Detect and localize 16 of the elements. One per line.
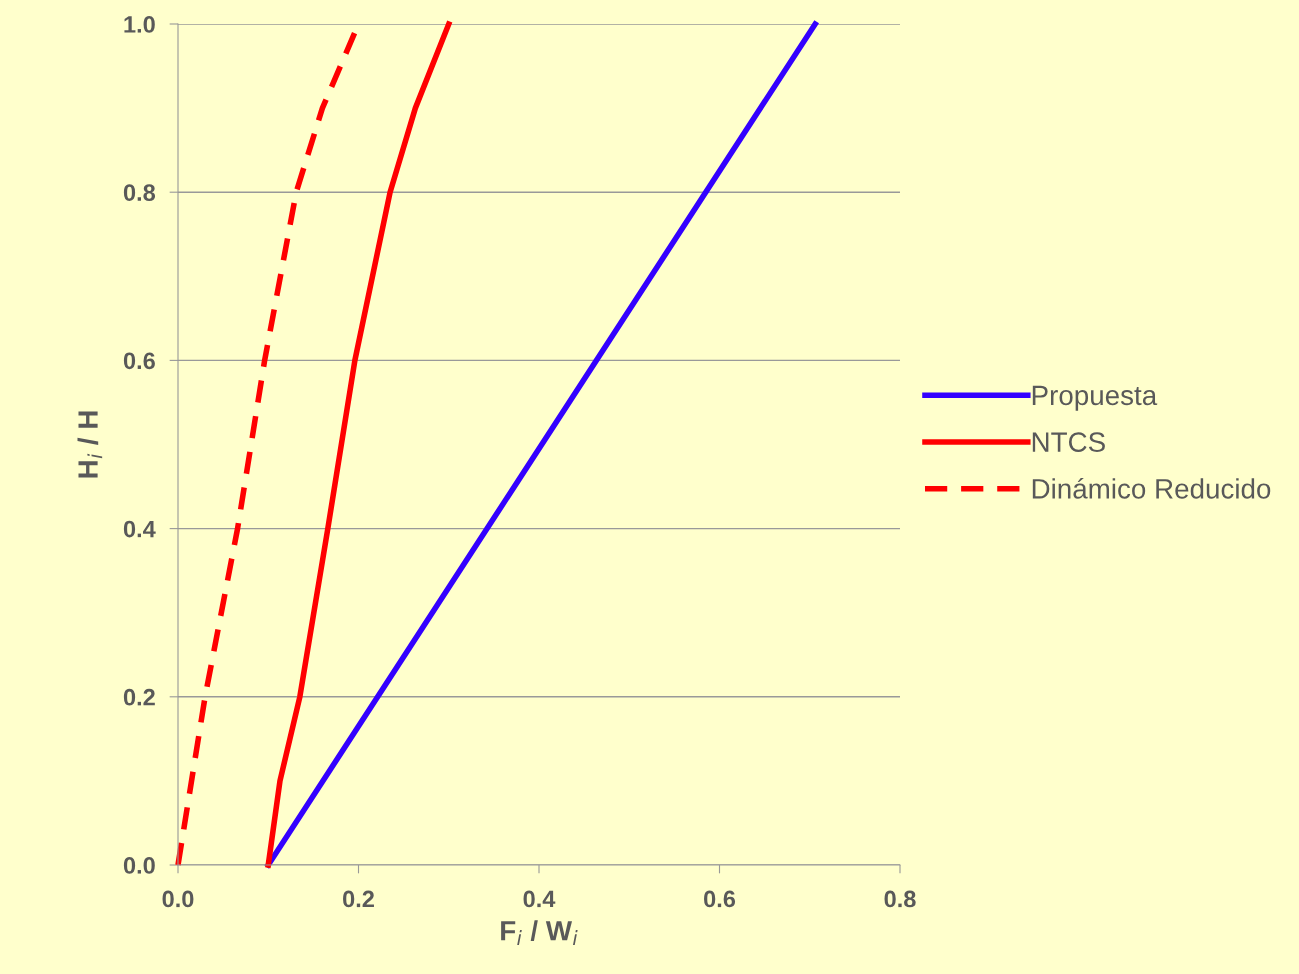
legend-label: Dinámico Reducido [1032, 477, 1271, 499]
x-axis-title: F$_{i}$ / W$_{i}$ [501, 920, 578, 945]
y-tick-label: 0.8 [123, 184, 156, 201]
y-tick-label: 0.0 [123, 857, 155, 874]
x-tick-label: 0.2 [343, 890, 374, 908]
x-tick-label: 0.8 [884, 890, 916, 908]
y-axis-title: H$_{i}$ / H [77, 411, 103, 478]
y-tick-label: 0.2 [123, 688, 155, 706]
y-tick-label: 0.6 [123, 352, 155, 370]
y-tick-label: 1.0 [124, 16, 155, 33]
legend-label: Propuesta [1032, 385, 1158, 411]
legend-label: NTCS [1032, 432, 1105, 452]
x-tick-label: 0.4 [523, 890, 556, 908]
x-tick-label: 0.0 [162, 890, 194, 908]
x-tick-label: 0.6 [704, 890, 736, 908]
y-tick-label: 0.4 [123, 520, 156, 538]
